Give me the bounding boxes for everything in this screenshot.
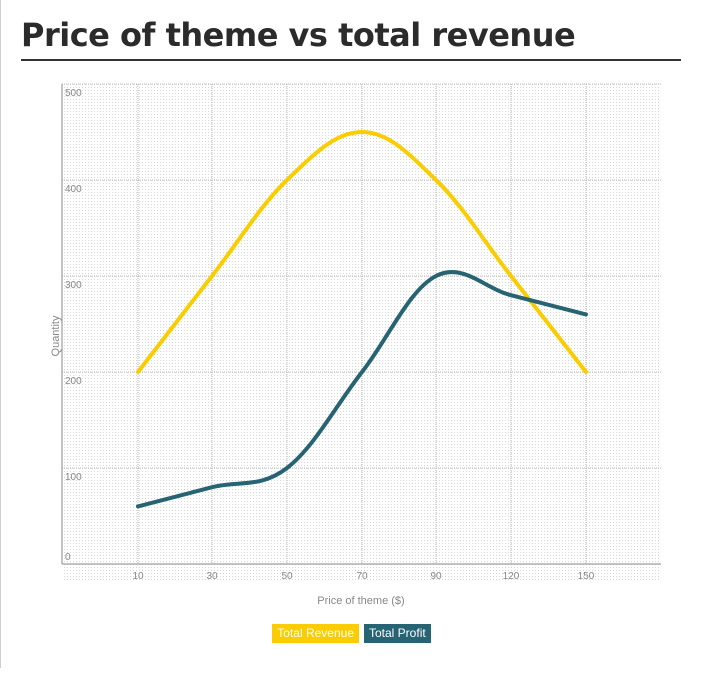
x-axis-label: Price of theme ($) xyxy=(317,595,404,607)
x-tick-label: 90 xyxy=(430,571,442,582)
x-tick-label: 150 xyxy=(578,571,595,582)
y-tick-label: 300 xyxy=(65,280,82,291)
y-tick-label: 500 xyxy=(65,88,82,99)
x-tick-label: 70 xyxy=(356,571,368,582)
legend-item-total-revenue[interactable]: Total Revenue xyxy=(272,624,359,643)
title-divider xyxy=(21,59,681,61)
x-tick-label: 50 xyxy=(281,571,293,582)
page-title: Price of theme vs total revenue xyxy=(21,16,576,54)
series-lines xyxy=(136,130,588,509)
axes: 0 100 200 300 400 500 10 30 50 70 90 120 150 xyxy=(61,84,661,582)
y-tick-label: 400 xyxy=(65,184,82,195)
series-line-total-profit xyxy=(136,270,588,509)
legend-item-total-profit[interactable]: Total Profit xyxy=(364,624,431,643)
grid-lines xyxy=(62,83,661,565)
y-tick-label: 200 xyxy=(65,376,82,387)
x-tick-label: 30 xyxy=(206,571,218,582)
x-tick-label: 10 xyxy=(132,571,144,582)
series-line-total-revenue xyxy=(136,130,588,374)
x-tick-label: 120 xyxy=(503,571,520,582)
chart-legend: Total Revenue Total Profit xyxy=(1,624,701,643)
y-tick-label: 0 xyxy=(65,552,71,563)
y-tick-label: 100 xyxy=(65,472,82,483)
y-axis-label: Quantity xyxy=(50,315,62,356)
